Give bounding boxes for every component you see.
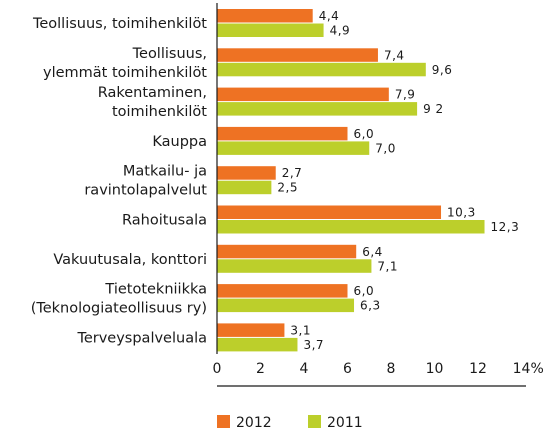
category-label-1: Teollisuus, toimihenkilöt: [32, 16, 207, 32]
category-label-7: Vakuutusala, konttori: [53, 252, 207, 268]
value-label-2011-7: 7,1: [377, 259, 398, 273]
bar-2011-3: [217, 102, 418, 116]
value-label-2011-1: 4,9: [330, 24, 351, 38]
value-label-2012-1: 4,4: [319, 9, 340, 23]
bar-2011-4: [217, 141, 370, 155]
bar-2011-2: [217, 62, 426, 77]
bar-2012-2: [217, 48, 378, 62]
category-label-5-line-1: Matkailu- ja: [123, 164, 207, 180]
legend-swatch-2011: [308, 415, 321, 428]
bar-2012-8: [217, 284, 348, 298]
x-unit-label: %: [531, 361, 544, 377]
x-tick-label-6: 6: [343, 361, 352, 377]
bar-2012-9: [217, 323, 285, 337]
value-label-2012-6: 10,3: [447, 206, 476, 220]
category-label-2-line-1: Teollisuus,: [132, 46, 207, 62]
x-tick-label-4: 4: [300, 361, 309, 377]
category-label-8-line-2: (Teknologiateollisuus ry): [31, 301, 207, 317]
x-tick-label-8: 8: [387, 361, 396, 377]
value-label-2012-3: 7,9: [395, 88, 416, 102]
value-label-2011-3: 9 2: [423, 102, 444, 116]
bar-2011-5: [217, 180, 272, 195]
bar-2011-6: [217, 220, 485, 234]
bar-2012-5: [217, 166, 276, 180]
x-tick-label-12: 12: [469, 361, 487, 377]
category-label-4: Kauppa: [152, 134, 207, 150]
x-tick-label-14: 14: [513, 361, 531, 377]
value-label-2011-4: 7,0: [375, 141, 396, 155]
category-label-3-line-1: Rakentaminen,: [98, 85, 207, 101]
value-label-2012-9: 3,1: [290, 323, 311, 337]
value-label-2012-4: 6,0: [354, 127, 375, 141]
value-label-2011-8: 6,3: [360, 299, 381, 313]
bar-2012-3: [217, 87, 389, 102]
value-label-2011-9: 3,7: [303, 338, 324, 352]
legend-swatch-2012: [217, 415, 230, 428]
category-label-2-line-2: ylemmät toimihenkilöt: [43, 65, 207, 81]
legend-label-2011: 2011: [327, 415, 363, 431]
bar-2011-1: [217, 23, 324, 37]
x-tick-label-0: 0: [213, 361, 222, 377]
bar-2012-4: [217, 126, 348, 141]
category-label-3-line-2: toimihenkilöt: [112, 104, 207, 120]
category-label-6: Rahoitusala: [122, 213, 207, 229]
category-label-9: Terveyspalveluala: [76, 330, 207, 346]
value-label-2012-8: 6,0: [354, 284, 375, 298]
value-label-2011-6: 12,3: [491, 220, 520, 234]
bar-2012-7: [217, 244, 357, 259]
bar-2012-1: [217, 9, 313, 23]
bar-2011-7: [217, 259, 372, 273]
legend-label-2012: 2012: [236, 415, 272, 431]
x-tick-label-10: 10: [426, 361, 444, 377]
category-label-5-line-2: ravintolapalvelut: [84, 183, 207, 199]
value-label-2011-5: 2,5: [277, 181, 298, 195]
x-tick-label-2: 2: [256, 361, 265, 377]
bar-2011-9: [217, 337, 298, 352]
bar-2012-6: [217, 205, 442, 219]
value-label-2012-2: 7,4: [384, 48, 405, 62]
bar-2011-8: [217, 298, 355, 313]
category-label-8-line-1: Tietotekniikka: [104, 282, 207, 298]
value-label-2012-7: 6,4: [362, 245, 383, 259]
value-label-2012-5: 2,7: [282, 166, 303, 180]
value-label-2011-2: 9,6: [432, 63, 453, 77]
